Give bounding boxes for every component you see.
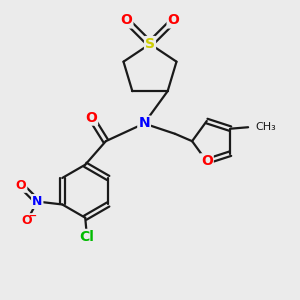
Text: O: O: [168, 14, 179, 27]
Text: CH₃: CH₃: [256, 122, 276, 132]
Text: O: O: [22, 214, 32, 227]
Text: Cl: Cl: [79, 230, 94, 244]
Text: O: O: [16, 179, 26, 192]
Text: S: S: [145, 37, 155, 51]
Text: N: N: [32, 195, 42, 208]
Text: −: −: [29, 210, 38, 220]
Text: O: O: [85, 111, 97, 124]
Text: O: O: [121, 14, 132, 27]
Text: N: N: [138, 116, 150, 130]
Text: O: O: [201, 154, 213, 168]
